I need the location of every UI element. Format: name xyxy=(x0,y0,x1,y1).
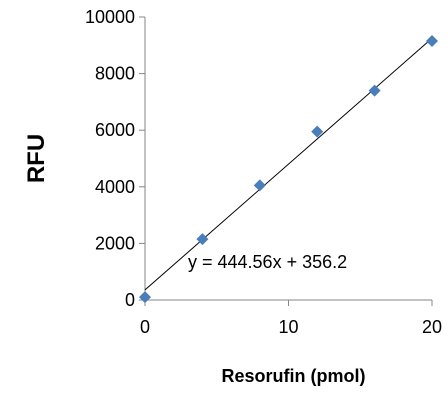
x-tick-label: 20 xyxy=(422,317,442,337)
y-tick-label: 8000 xyxy=(95,64,135,84)
x-ticks: 0 10 20 xyxy=(140,300,442,337)
data-point xyxy=(368,84,381,97)
y-tick-label: 0 xyxy=(125,290,135,310)
data-points xyxy=(139,35,438,304)
y-axis: 0 2000 4000 6000 8000 10000 xyxy=(85,7,146,310)
data-point xyxy=(253,179,266,192)
x-tick-label: 0 xyxy=(140,317,150,337)
y-tick-label: 4000 xyxy=(95,177,135,197)
data-point xyxy=(426,35,438,48)
data-point xyxy=(311,125,324,138)
data-point xyxy=(139,291,151,304)
y-tick-label: 6000 xyxy=(95,120,135,140)
data-point xyxy=(196,233,209,246)
y-ticks: 0 2000 4000 6000 8000 10000 xyxy=(85,7,145,310)
x-axis: 0 10 20 xyxy=(140,299,442,337)
y-axis-title: RFU xyxy=(23,134,50,183)
x-tick-label: 10 xyxy=(278,317,298,337)
x-axis-title: Resorufin (pmol) xyxy=(222,366,366,386)
y-tick-label: 2000 xyxy=(95,233,135,253)
trendline-equation: y = 444.56x + 356.2 xyxy=(188,252,347,272)
y-tick-label: 10000 xyxy=(85,7,135,27)
trendline xyxy=(144,37,433,291)
